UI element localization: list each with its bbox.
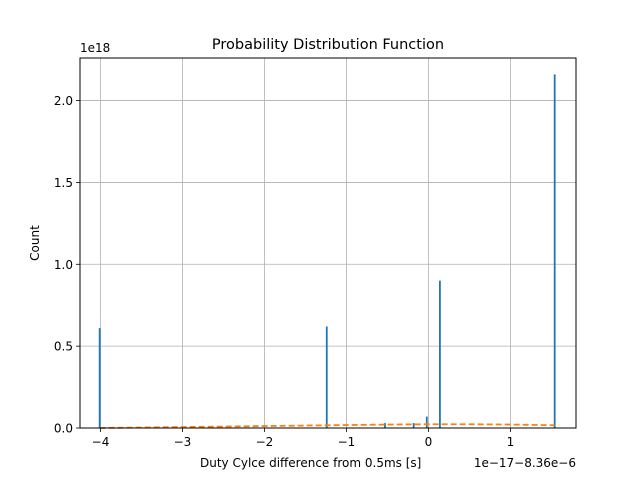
x-tick-label: −2 (256, 435, 274, 449)
plot-frame (79, 57, 577, 429)
x-tick-label: −1 (338, 435, 356, 449)
x-tick-label: 1 (507, 435, 515, 449)
histogram-bar (98, 328, 101, 428)
bars (98, 74, 556, 429)
x-offset-label: 1e−17−8.36e−6 (474, 456, 576, 470)
x-tick-label: −3 (174, 435, 192, 449)
chart-title: Probability Distribution Function (212, 37, 444, 53)
y-axis-label: Count (28, 225, 42, 261)
y-tick-label: 1.0 (54, 258, 73, 272)
grid (80, 58, 576, 429)
histogram-bar (325, 326, 328, 428)
x-tick-label: 0 (425, 435, 433, 449)
histogram-bar (384, 423, 386, 428)
y-tick-label: 0.5 (54, 340, 73, 354)
pdf-fit-line (99, 423, 555, 429)
histogram-bar (412, 423, 415, 428)
x-tick-label: −4 (92, 435, 110, 449)
y-tick-label: 1.5 (54, 176, 73, 190)
x-axis-label: Duty Cylce difference from 0.5ms [s] (200, 456, 421, 470)
series-lines (99, 423, 555, 429)
y-scale-factor: 1e18 (80, 41, 110, 55)
histogram-bar (425, 416, 428, 428)
histogram-bar (553, 74, 556, 429)
y-tick-label: 2.0 (54, 94, 73, 108)
y-tick-label: 0.0 (54, 422, 73, 436)
histogram-bar (439, 280, 441, 428)
axes-ticks: −4 −3 −2 −1 0 1 0.0 0.5 1.0 1.5 2.0 (54, 94, 514, 449)
plot-area (80, 58, 576, 428)
